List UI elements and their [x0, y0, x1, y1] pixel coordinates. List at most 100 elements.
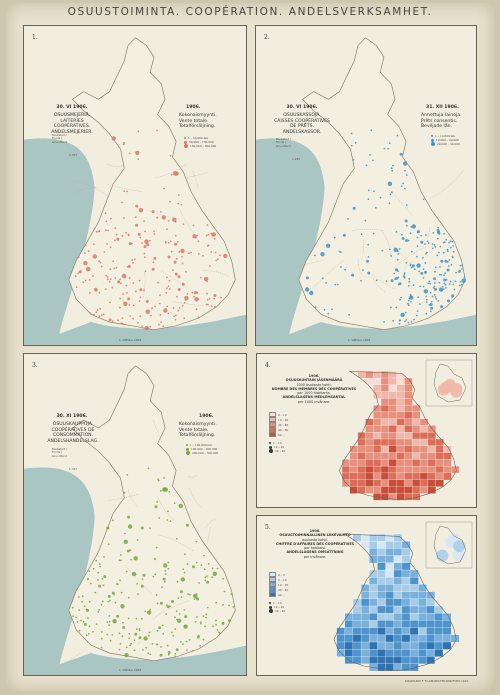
- cooperative-marker: [92, 243, 95, 246]
- cooperative-marker: [98, 230, 101, 232]
- region-fill: [385, 548, 395, 557]
- region-fill: [427, 438, 437, 447]
- cooperative-marker: [127, 233, 130, 236]
- region-fill: [401, 562, 411, 571]
- panel-number: 2.: [264, 34, 270, 41]
- cooperative-marker: [443, 241, 446, 244]
- cooperative-marker: [118, 648, 121, 651]
- region-fill: [377, 649, 387, 657]
- district-border: [206, 526, 211, 545]
- region-fill: [380, 445, 390, 454]
- cooperative-marker: [443, 278, 447, 282]
- region-fill: [401, 641, 411, 650]
- cooperative-marker: [139, 296, 142, 299]
- cooperative-marker: [174, 234, 177, 237]
- cooperative-marker: [215, 623, 218, 626]
- region-fill: [409, 634, 419, 643]
- cooperative-marker: [409, 264, 412, 267]
- region-fill: [352, 634, 362, 643]
- cooperative-marker: [452, 245, 455, 247]
- cooperative-marker: [423, 289, 429, 294]
- cooperative-marker: [78, 609, 80, 611]
- cooperative-marker: [205, 616, 208, 619]
- region-fill: [426, 656, 436, 665]
- cooperative-marker: [107, 229, 110, 232]
- cooperative-marker: [193, 291, 197, 295]
- cooperative-marker: [385, 280, 388, 283]
- region-fill: [357, 459, 366, 467]
- region-fill: [427, 465, 437, 474]
- region-fill: [434, 634, 444, 643]
- region-fill: [401, 627, 411, 636]
- region-fill: [369, 591, 378, 600]
- region-fill: [427, 459, 437, 467]
- cooperative-marker: [159, 489, 162, 492]
- region-fill: [373, 465, 382, 474]
- region-fill: [388, 384, 398, 393]
- region-fill: [369, 555, 378, 564]
- region-fill: [412, 465, 421, 474]
- cooperative-marker: [408, 278, 411, 280]
- legend-dot: [269, 605, 272, 609]
- cooperative-marker: [167, 241, 170, 244]
- cooperative-marker: [100, 637, 103, 640]
- cooperative-marker: [167, 285, 170, 288]
- cooperative-marker: [396, 258, 399, 261]
- cooperative-marker: [212, 625, 214, 628]
- cooperative-marker: [445, 238, 448, 241]
- region-fill: [357, 479, 366, 487]
- cooperative-marker: [174, 220, 177, 223]
- cooperative-marker: [405, 174, 408, 177]
- heading-line: asukasta kohti.: [302, 537, 328, 542]
- region-fill: [377, 591, 387, 600]
- heading-line: ANDELSHANDELSLAG.: [47, 439, 99, 445]
- cooperative-marker: [174, 652, 177, 655]
- cooperative-marker: [360, 279, 362, 282]
- cooperative-marker: [402, 182, 404, 185]
- cooperative-marker: [137, 158, 140, 161]
- cooperative-marker: [113, 267, 116, 270]
- cooperative-marker: [93, 313, 95, 316]
- legend-row: 10 – 20: [269, 417, 288, 422]
- district-border: [370, 273, 395, 290]
- district-border: [54, 651, 83, 670]
- cooperative-marker: [403, 272, 406, 274]
- district-border: [107, 184, 143, 192]
- region-fill: [396, 445, 405, 454]
- finland-outline: [339, 370, 457, 501]
- legend-swatch: [269, 572, 276, 577]
- cooperative-marker: [416, 263, 421, 268]
- region-fill: [385, 569, 395, 578]
- cooperative-marker: [213, 294, 217, 297]
- region-fill: [418, 605, 427, 614]
- cooperative-marker: [444, 286, 447, 289]
- region-fill: [442, 627, 452, 636]
- cooperative-marker: [163, 580, 166, 583]
- cooperative-marker: [398, 248, 401, 250]
- cooperative-marker: [122, 293, 124, 296]
- region-fill: [396, 452, 405, 460]
- region-fill: [404, 472, 413, 481]
- cooperative-marker: [461, 264, 463, 267]
- cooperative-marker: [114, 277, 117, 279]
- cooperative-marker: [205, 613, 208, 616]
- panel-footer: L. SIMOLA 1908: [348, 338, 371, 342]
- cooperative-marker: [446, 248, 449, 251]
- cooperative-marker: [123, 491, 126, 494]
- cooperative-marker: [153, 256, 157, 260]
- cooperative-marker: [427, 242, 430, 244]
- cooperative-marker: [196, 616, 198, 618]
- region-fill: [360, 656, 370, 665]
- cooperative-marker: [425, 252, 427, 255]
- cooperative-marker: [200, 564, 203, 566]
- right-text-line: Prêts consentis.: [421, 118, 458, 124]
- cooperative-marker: [397, 276, 400, 279]
- region-fill: [380, 465, 390, 474]
- cooperative-marker: [89, 582, 92, 585]
- cooperative-marker: [166, 228, 168, 231]
- region-fill: [344, 620, 354, 629]
- region-fill: [435, 459, 444, 467]
- region-fill: [369, 641, 378, 650]
- cooperative-marker: [175, 610, 178, 612]
- cooperative-marker: [83, 260, 88, 266]
